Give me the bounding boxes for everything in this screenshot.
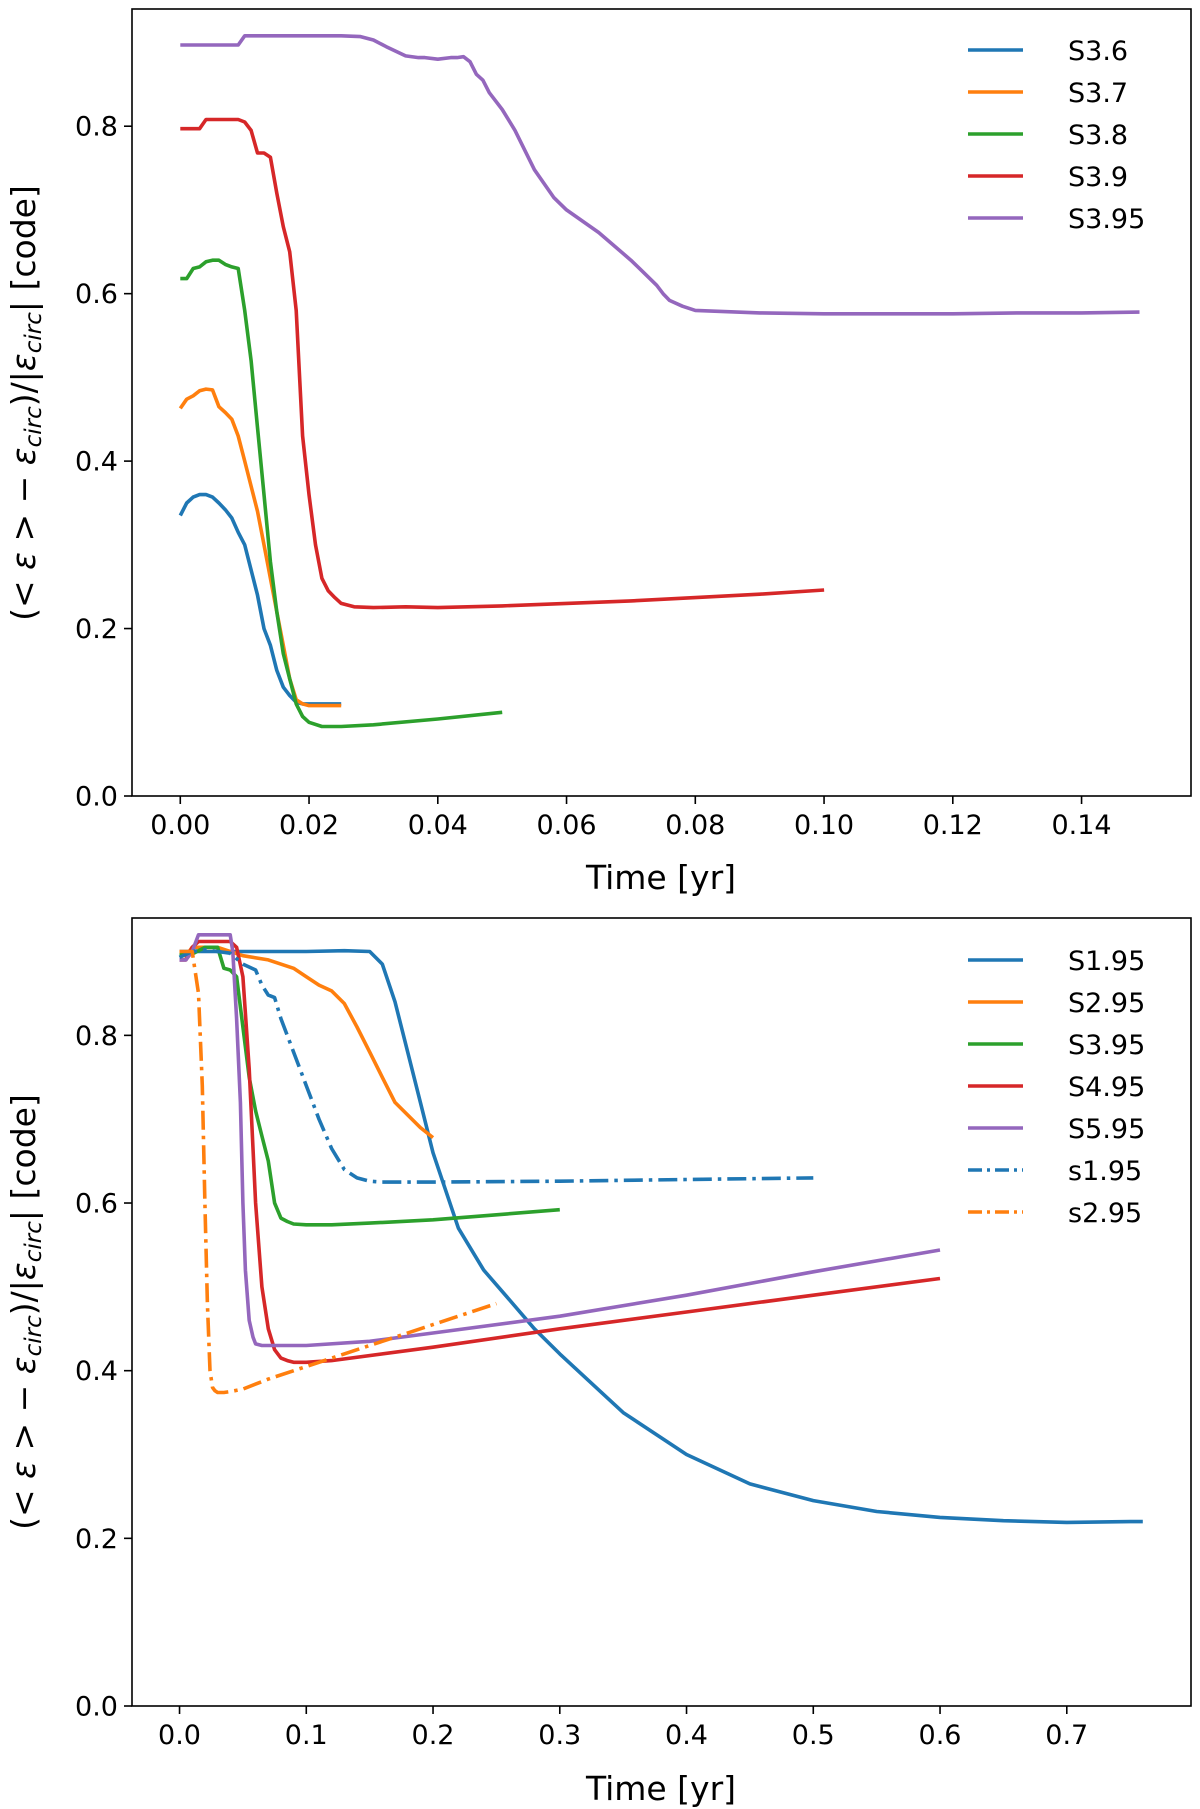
bottom-chart-y-ticks: 0.0 0.2 0.4 0.6 0.8 [75,1021,132,1723]
top-chart-x-tick-label: 0.06 [536,810,596,841]
top-chart-y-tick-label: 0.6 [75,279,118,310]
bottom-chart-axes-frame [131,917,1192,1707]
top-chart-axes-frame [131,8,1192,797]
bottom-chart-legend-label: S4.95 [1068,1072,1145,1103]
top-chart-y-tick-label: 0.2 [75,614,118,645]
bottom-chart-legend-label: S5.95 [1068,1114,1145,1145]
bottom-chart-x-tick-label: 0.4 [665,1720,708,1751]
top-chart-legend-label: S3.7 [1068,78,1128,109]
bottom-chart-y-tick-label: 0.8 [75,1021,118,1052]
bottom-chart-lines [178,933,1143,1525]
bottom-chart-x-axis-label: Time [yr] [585,1769,736,1808]
bottom-chart-series-line-6 [179,949,497,1395]
bottom-chart-series-line-3 [179,939,941,1365]
bottom-chart-legend-label: S2.95 [1068,988,1145,1019]
top-chart-series-line-1 [178,387,342,708]
top-chart-x-tick-label: 0.12 [923,810,983,841]
top-chart-series-line-3 [180,117,825,610]
bottom-chart-legend-label: S1.95 [1068,946,1145,977]
bottom-chart-x-tick-label: 0.1 [285,1720,328,1751]
top-chart-y-axis-label: (< ε > − εcirc)/|εcirc| [code] [4,185,47,621]
top-chart-x-tick-label: 0.02 [279,810,339,841]
bottom-chart-legend-label: s1.95 [1068,1156,1142,1187]
bottom-chart-x-ticks: 0.0 0.1 0.2 0.3 0.4 0.5 0.6 0.7 [158,1706,1088,1751]
top-chart-x-tick-label: 0.14 [1051,810,1111,841]
bottom-chart-x-tick-label: 0.0 [158,1720,201,1751]
bottom-chart-y-tick-label: 0.0 [75,1692,118,1723]
bottom-chart-x-tick-label: 0.3 [538,1720,581,1751]
bottom-chart-legend: S1.95 S2.95 S3.95 S4.95 S5.95 s1.95 s2.95 [968,946,1145,1229]
bottom-chart-legend-label: S3.95 [1068,1030,1145,1061]
top-chart-x-axis-label: Time [yr] [585,858,736,897]
bottom-chart-x-tick-label: 0.7 [1045,1720,1088,1751]
bottom-chart-legend-label: s2.95 [1068,1198,1142,1229]
top-chart-y-tick-label: 0.0 [75,782,118,813]
top-chart-x-ticks: 0.00 0.02 0.04 0.06 0.08 0.10 0.12 0.14 [150,796,1112,841]
bottom-chart-series-line-5 [178,948,814,1184]
top-chart-legend: S3.6 S3.7 S3.8 S3.9 S3.95 [968,36,1145,235]
bottom-chart-y-axis-label: (< ε > − εcirc)/|εcirc| [code] [4,1094,47,1530]
top-chart-x-tick-label: 0.08 [665,810,725,841]
bottom-chart-series-line-1 [179,945,435,1140]
top-chart-legend-label: S3.8 [1068,120,1128,151]
top-chart-legend-label: S3.95 [1068,204,1145,235]
top-chart-legend-label: S3.9 [1068,162,1128,193]
bottom-chart-x-tick-label: 0.5 [792,1720,835,1751]
bottom-chart-series-line-2 [179,945,560,1227]
bottom-chart-y-tick-label: 0.2 [75,1524,118,1555]
bottom-chart-y-tick-label: 0.6 [75,1189,118,1220]
top-chart-y-tick-label: 0.8 [75,112,118,143]
top-chart-panel: 0.00 0.02 0.04 0.06 0.08 0.10 0.12 0.14 0.00.20… [4,8,1192,897]
top-chart-y-ticks: 0.0 0.2 0.4 0.6 0.8 [75,112,132,813]
bottom-chart-panel: 0.0 0.1 0.2 0.3 0.4 0.5 0.6 0.7 0.0 0.2 0.4 0.6 0.8… [4,917,1192,1808]
top-chart-series-line-2 [180,258,503,729]
top-chart-x-tick-label: 0.04 [408,810,468,841]
top-chart-y-tick-label: 0.4 [75,447,118,478]
top-chart-legend-label: S3.6 [1068,36,1128,67]
bottom-chart-series-line-0 [179,948,1143,1525]
top-chart-x-tick-label: 0.00 [150,810,210,841]
bottom-chart-x-tick-label: 0.2 [412,1720,455,1751]
top-chart-lines [178,34,1140,729]
top-chart-x-tick-label: 0.10 [794,810,854,841]
bottom-chart-series-line-4 [179,933,941,1348]
top-chart-series-line-4 [180,34,1140,316]
bottom-chart-x-tick-label: 0.6 [919,1720,962,1751]
bottom-chart-y-tick-label: 0.4 [75,1356,118,1387]
